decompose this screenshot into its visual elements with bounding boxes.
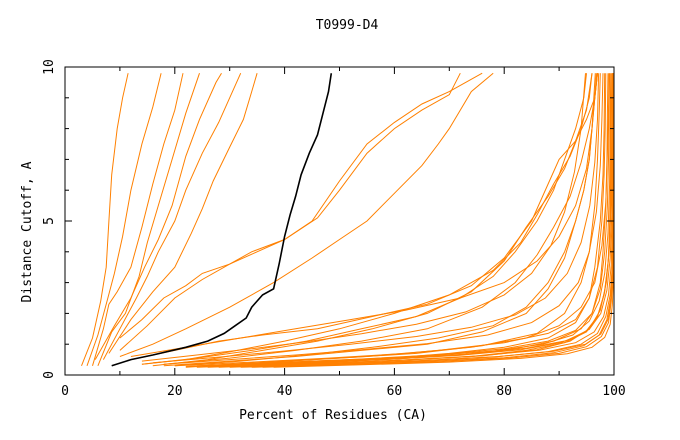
ticks-layer: 0 20 40 60 80 100 0 5 10 <box>42 59 626 399</box>
series-line-31 <box>207 73 613 367</box>
series-line-32 <box>152 73 600 364</box>
series-line-23 <box>218 73 612 368</box>
series-line-20 <box>207 73 609 368</box>
series-line-3 <box>92 73 184 366</box>
series-line-1 <box>81 73 129 366</box>
series-line-10 <box>119 72 494 357</box>
x-axis-label: Percent of Residues (CA) <box>239 408 427 423</box>
series-line-38 <box>246 73 614 368</box>
series-line-7 <box>108 73 258 354</box>
y-axis-label: Distance Cutoff, A <box>20 161 35 302</box>
series-line-17 <box>163 73 597 367</box>
x-tick-label: 40 <box>277 384 293 399</box>
series-line-11 <box>141 73 593 365</box>
series-line-12 <box>141 73 587 365</box>
highlight-layer <box>111 73 333 367</box>
highlighted-series-line <box>111 73 333 367</box>
series-line-28 <box>251 73 614 368</box>
x-tick-label: 100 <box>602 384 625 399</box>
x-tick-label: 60 <box>387 384 403 399</box>
y-tick-label: 10 <box>42 59 57 75</box>
series-line-27 <box>196 73 612 367</box>
series-line-21 <box>202 73 607 367</box>
series-line-4 <box>97 73 200 366</box>
series-line-6 <box>102 72 242 360</box>
series-line-2 <box>86 73 162 366</box>
x-tick-label: 0 <box>61 384 69 399</box>
series-line-19 <box>196 73 606 368</box>
series-line-25 <box>174 73 610 367</box>
series-line-13 <box>152 73 593 367</box>
series-line-9 <box>119 72 483 351</box>
y-tick-label: 5 <box>42 217 57 225</box>
series-line-29 <box>163 73 604 365</box>
series-line-5 <box>94 72 222 360</box>
x-tick-label: 20 <box>167 384 183 399</box>
series-line-22 <box>185 73 611 367</box>
series-line-36 <box>213 73 614 367</box>
y-tick-label: 0 <box>42 371 57 379</box>
series-layer <box>81 72 615 368</box>
series-line-37 <box>130 73 596 357</box>
chart-title: T0999-D4 <box>316 18 379 33</box>
series-line-34 <box>141 73 586 362</box>
x-tick-label: 80 <box>496 384 512 399</box>
